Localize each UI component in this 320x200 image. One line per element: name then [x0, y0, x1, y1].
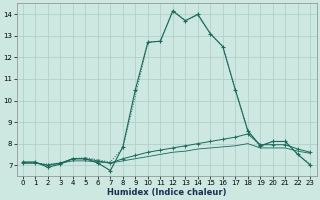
X-axis label: Humidex (Indice chaleur): Humidex (Indice chaleur) — [107, 188, 226, 197]
